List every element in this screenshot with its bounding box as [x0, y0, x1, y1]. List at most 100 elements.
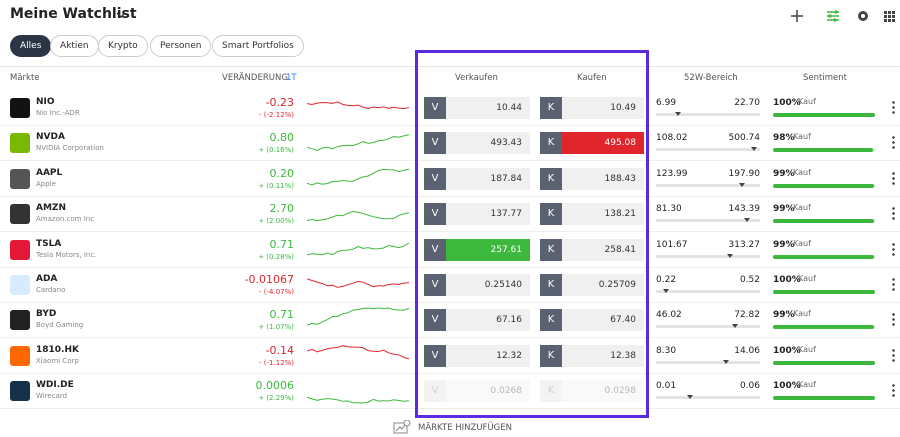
range-bar [656, 325, 760, 329]
change: 0.0006 [255, 379, 295, 393]
trade-label[interactable]: V [424, 203, 446, 226]
range-bar [656, 396, 760, 400]
change: 0.71 [269, 237, 295, 251]
range-marker [743, 218, 750, 223]
range-bar [656, 254, 760, 258]
trade-price[interactable]: 0.25709 [562, 274, 644, 296]
range-low: 108.02 [656, 133, 688, 144]
name: Nio Inc.-ADR [36, 109, 80, 117]
row-divider [0, 337, 900, 339]
row-menu[interactable] [892, 312, 895, 327]
symbol: AAPL [36, 167, 63, 178]
title-dropdown[interactable] [116, 11, 126, 19]
trade-label[interactable]: K [540, 97, 562, 119]
sentiment-label: Kauf [798, 344, 816, 354]
logo [10, 133, 30, 154]
trade-label[interactable]: V [424, 344, 446, 367]
add-icon[interactable] [393, 420, 411, 434]
range-high: 313.27 [728, 239, 761, 250]
row-divider [0, 266, 900, 268]
trade-label[interactable]: V [424, 238, 446, 261]
sentiment: 100% [773, 275, 801, 285]
trade-label[interactable]: V [424, 167, 446, 190]
row-menu[interactable] [892, 383, 895, 398]
trade-label[interactable]: K [540, 203, 562, 226]
trade-price[interactable]: 258.41 [562, 238, 644, 261]
symbol: TSLA [36, 238, 62, 249]
row-menu[interactable] [892, 277, 895, 291]
toolbar-icons[interactable] [780, 6, 895, 26]
trade-price[interactable]: 67.40 [562, 309, 644, 332]
row-menu[interactable] [892, 170, 895, 185]
trade-label[interactable]: K [540, 167, 562, 190]
tab[interactable]: Smart Portfolios [212, 35, 304, 57]
change-pct: + (0.11%) [258, 181, 294, 190]
row-menu[interactable] [892, 347, 895, 362]
trade-price[interactable]: 0.0268 [446, 380, 530, 403]
trade-price[interactable]: 493.43 [446, 132, 530, 155]
tab[interactable]: Personen [150, 35, 212, 57]
trade-price[interactable]: 138.21 [562, 203, 644, 226]
name: Cardano [36, 286, 66, 294]
trade-price[interactable]: 187.84 [446, 167, 530, 190]
tab[interactable]: Krypto [98, 35, 148, 57]
trade-label[interactable]: K [540, 274, 562, 296]
sentiment-bar [773, 254, 874, 259]
trade-label[interactable]: V [424, 97, 446, 119]
col-period[interactable]: 1T [286, 73, 297, 83]
range-high: 14.06 [734, 345, 760, 356]
col-buy: Kaufen [577, 73, 607, 83]
sentiment-bar [773, 396, 875, 401]
trade-price[interactable]: 257.61 [446, 238, 530, 261]
range-marker [686, 395, 693, 400]
range-bar [656, 148, 760, 152]
trade-price[interactable]: 0.25140 [446, 274, 530, 296]
row-divider [0, 231, 900, 233]
trade-label[interactable]: K [540, 344, 562, 367]
add-markets[interactable]: MÄRKTE HINZUFÜGEN [418, 423, 512, 433]
trade-label[interactable]: K [540, 238, 562, 261]
trade-price[interactable]: 67.16 [446, 309, 530, 332]
trade-label[interactable]: V [424, 309, 446, 332]
sentiment: 100% [773, 345, 801, 356]
name: NVIDIA Corporation [36, 144, 104, 153]
row-menu[interactable] [892, 100, 895, 114]
trade-label[interactable]: V [424, 132, 446, 155]
sentiment: 99% [773, 168, 795, 179]
col-markets: Märkte [10, 73, 40, 83]
sentiment: 98% [773, 133, 795, 144]
trade-price[interactable]: 137.77 [446, 203, 530, 226]
trade-label[interactable]: K [540, 309, 562, 332]
range-marker [663, 289, 670, 293]
trade-price[interactable]: 10.44 [446, 97, 530, 119]
trade-label[interactable]: V [424, 274, 446, 296]
logo [10, 98, 30, 118]
tab[interactable]: Alles [10, 35, 52, 57]
trade-label[interactable]: V [424, 380, 446, 403]
trade-label[interactable]: K [540, 380, 562, 403]
range-high: 0.52 [739, 275, 760, 285]
trade-price[interactable]: 12.32 [446, 344, 530, 367]
row-menu[interactable] [892, 135, 895, 150]
tab[interactable]: Aktien [50, 35, 99, 57]
symbol: AMZN [36, 203, 66, 214]
col-change: VERÄNDERUNG [222, 73, 288, 83]
range-bar [656, 290, 760, 293]
logo [10, 204, 30, 225]
range-low: 123.99 [656, 168, 688, 179]
trade-label[interactable]: K [540, 132, 562, 155]
sentiment-bar [773, 113, 875, 117]
sentiment-label: Kauf [793, 238, 811, 248]
sentiment-label: Kauf [798, 97, 816, 106]
sparkline [307, 242, 410, 256]
change-pct: - (-4.07%) [259, 288, 294, 296]
symbol: WDI.DE [36, 380, 74, 391]
trade-price[interactable]: 188.43 [562, 167, 644, 190]
row-menu[interactable] [892, 241, 895, 256]
trade-price[interactable]: 12.38 [562, 344, 644, 367]
trade-price[interactable]: 0.0298 [562, 380, 644, 403]
trade-price[interactable]: 10.49 [562, 97, 644, 119]
row-menu[interactable] [892, 206, 895, 221]
range-marker [731, 324, 738, 329]
trade-price[interactable]: 495.08 [562, 132, 644, 155]
